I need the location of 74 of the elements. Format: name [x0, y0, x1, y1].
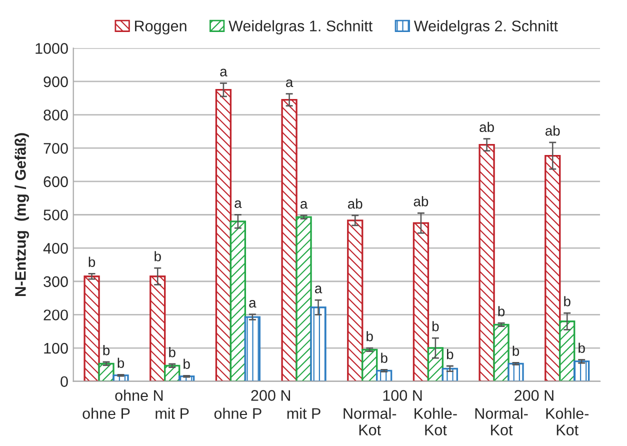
- text: 200 N: [514, 390, 554, 401]
- data-label: ab: [546, 126, 560, 136]
- y-tick-label: 700: [44, 142, 68, 154]
- data-label: b: [446, 349, 454, 360]
- x-tick-label: mit P: [287, 408, 320, 419]
- data-label: b: [578, 342, 585, 353]
- data-label: b: [366, 331, 373, 342]
- y-tick-label: 0: [60, 376, 68, 388]
- bar: [574, 360, 590, 382]
- bar: [281, 98, 298, 382]
- x-tick-label: mit P: [156, 408, 189, 419]
- data-label: a: [286, 79, 294, 88]
- legend-label: Weidelgras 2. Schnitt: [414, 20, 558, 34]
- data-label: a: [220, 68, 228, 76]
- data-label: b: [498, 306, 505, 316]
- bar: [98, 362, 114, 382]
- data-label: ab: [348, 198, 362, 209]
- data-label: b: [512, 346, 520, 356]
- data-label: b: [154, 251, 161, 262]
- bar: [544, 154, 561, 382]
- bar: [559, 320, 576, 382]
- bar: [296, 216, 312, 382]
- x-tick-label: ohne P: [82, 408, 130, 419]
- y-tick-label: 600: [44, 176, 68, 188]
- bar: [493, 324, 510, 382]
- y-tick-label: 500: [44, 210, 68, 220]
- y-axis-title: N-Entzug (mg / Gefäß): [14, 133, 29, 296]
- bar: [164, 364, 180, 382]
- data-label: a: [314, 286, 322, 294]
- data-label: b: [381, 352, 388, 363]
- bar: [362, 348, 378, 382]
- data-label: b: [564, 296, 570, 306]
- data-label: b: [169, 347, 176, 358]
- data-label: b: [103, 345, 110, 356]
- bar: [347, 220, 364, 382]
- data-label: ab: [480, 122, 494, 132]
- bar: [508, 362, 524, 382]
- x-tick-label: Kohle- Kot: [546, 408, 589, 436]
- text: 200 N: [251, 390, 290, 401]
- bar: [215, 88, 232, 382]
- data-label: b: [184, 358, 190, 369]
- data-label: b: [88, 256, 96, 267]
- bar: [442, 368, 458, 382]
- bar: [427, 347, 444, 382]
- data-label: a: [300, 201, 308, 209]
- y-tick-label: 200: [44, 310, 68, 320]
- bar: [112, 374, 129, 382]
- x-tick-label: Normal- Kot: [475, 408, 528, 436]
- text: ohne N: [115, 390, 163, 401]
- data-label: b: [432, 321, 439, 332]
- data-label: a: [234, 200, 242, 208]
- data-label: ab: [414, 196, 428, 206]
- bar: [150, 276, 166, 382]
- bar: [412, 222, 430, 382]
- text: 100 N: [383, 390, 422, 401]
- legend-label: Weidelgras 1. Schnitt: [228, 20, 373, 34]
- x-tick-label: Normal- Kot: [344, 408, 396, 436]
- y-tick-label: 800: [44, 110, 68, 120]
- y-tick-label: 100: [44, 342, 68, 354]
- bar: [84, 276, 100, 382]
- legend-label: Roggen: [135, 20, 186, 34]
- x-tick-label: ohne P: [214, 408, 262, 419]
- y-tick-label: 400: [43, 242, 68, 254]
- y-tick-label: 900: [44, 76, 68, 88]
- bar: [310, 306, 326, 382]
- data-label: a: [249, 300, 256, 308]
- y-tick-label: 300: [44, 276, 68, 288]
- data-label: b: [118, 358, 124, 368]
- bar: [244, 316, 261, 382]
- bar: [376, 370, 392, 382]
- bar: [478, 144, 495, 382]
- x-tick-label: Kohle- Kot: [414, 408, 457, 436]
- bar: [230, 220, 246, 382]
- y-tick-label: 1000: [36, 43, 68, 54]
